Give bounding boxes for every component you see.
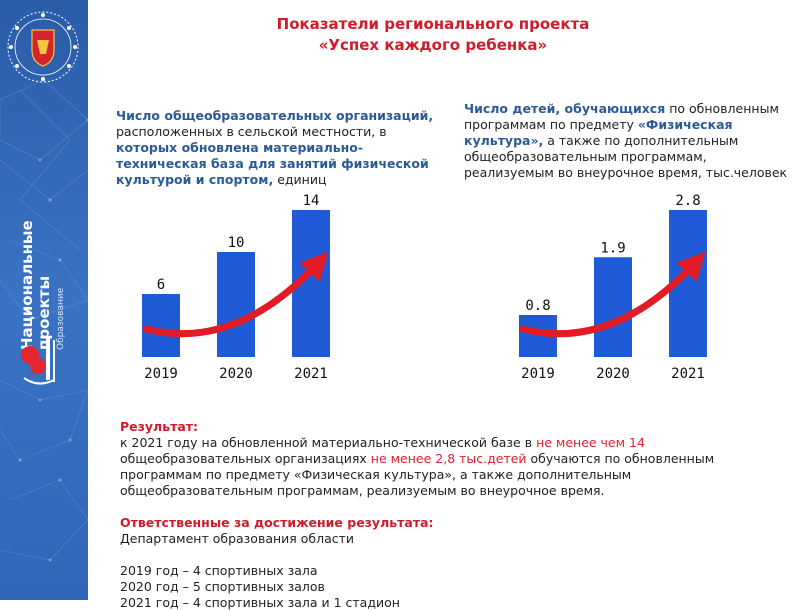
svg-text:Национальные: Национальные [18,220,36,350]
growth-arrow [142,251,329,338]
result-heading: Результат: [120,419,199,434]
x-tick-label: 2019 [521,366,555,382]
growth-arrow [519,251,706,338]
result-highlight-1: не менее чем 14 [536,435,645,450]
result-text: к 2021 году на обновленной материально-т… [120,435,780,499]
bar-value-label: 0.8 [525,298,550,314]
bar-value-label: 2.8 [675,193,700,209]
x-tick-label: 2021 [671,366,705,382]
right-chart-description: Число детей, обучающихся по обновленным … [464,101,800,181]
year-2020-line: 2020 год – 5 спортивных залов [120,579,325,594]
x-tick-label: 2020 [596,366,630,382]
right-desc-part-4: а также по дополнительным общеобразовате… [464,133,788,180]
bar-2020 [594,257,632,357]
sidebar: Национальные проекты Образование [0,0,88,600]
left-desc-part-3: которых обновлена материально-техническа… [116,140,429,187]
education-icon [21,338,55,385]
bar-2019 [142,294,180,357]
bar-value-label: 1.9 [600,240,625,256]
bar-2020 [217,252,255,357]
responsible-heading: Ответственные за достижение результата: [120,515,434,530]
right-desc-part-3: «Физическая культура», [464,117,733,148]
bar-value-label: 6 [157,277,165,293]
right-desc-part-2: по обновленным программам по предмету [464,101,779,132]
year-2021-line: 2021 год – 4 спортивных зала и 1 стадион [120,595,400,610]
result-text-2: общеобразовательных организациях [120,451,371,466]
title-line-1: Показатели регионального проекта [276,15,590,33]
bar-value-label: 14 [303,193,320,209]
x-tick-label: 2020 [219,366,253,382]
responsible-text: Департамент образования области [120,531,355,546]
left-desc-part-4: единиц [273,172,327,187]
bar-value-label: 10 [228,235,245,251]
result-text-3: обучаются по обновленным программам по п… [120,451,715,498]
svg-text:Образование: Образование [56,287,66,350]
right-desc-part-1: Число детей, обучающихся [464,101,666,116]
svg-text:проекты: проекты [35,276,53,350]
page-title: Показатели регионального проекта «Успех … [178,14,688,56]
national-projects-logo: Национальные проекты Образование [18,220,66,350]
result-text-1: к 2021 году на обновленной материально-т… [120,435,537,450]
emblem-logo [7,11,79,83]
children-bar-chart: 0.8 2019 1.9 2020 2.8 2021 [519,193,707,382]
result-highlight-2: не менее 2,8 тыс.детей [370,451,527,466]
left-desc-part-1: Число общеобразовательных организаций, [116,108,434,123]
left-desc-part-2: расположенных в сельской местности, в [116,124,387,139]
year-2019-line: 2019 год – 4 спортивных зала [120,563,318,578]
result-block: Результат: к 2021 году на обновленной ма… [120,419,780,611]
x-tick-label: 2019 [144,366,178,382]
title-line-2: «Успех каждого ребенка» [318,36,548,54]
schools-bar-chart: 6 2019 10 2020 14 2021 [142,193,330,382]
x-tick-label: 2021 [294,366,328,382]
left-chart-description: Число общеобразовательных организаций, р… [116,108,446,188]
